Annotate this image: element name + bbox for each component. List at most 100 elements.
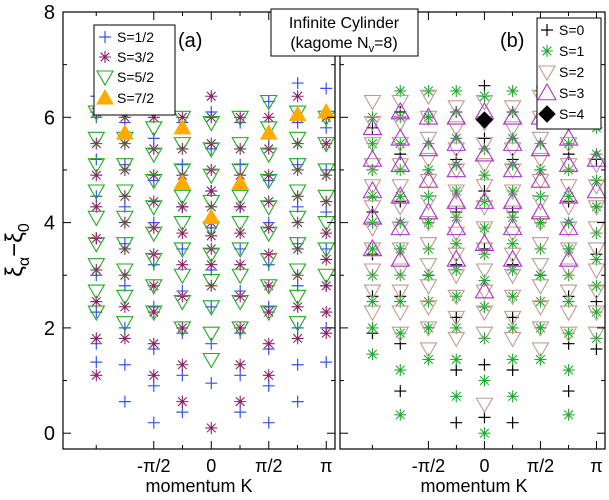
data-point-triangle-down [87, 158, 106, 174]
data-point-triangle-down [419, 89, 438, 106]
data-point-triangle-up [530, 170, 551, 188]
data-point-triangle-down [202, 168, 221, 185]
data-point-triangle-down [115, 289, 134, 306]
data-point-triangle-down [144, 200, 163, 216]
triangle-down-marker-icon [538, 65, 556, 82]
y-axis-label-xi: ξ [1, 266, 28, 277]
data-point-triangle-up-filled [202, 208, 221, 224]
data-point-triangle-down [419, 279, 438, 295]
data-point-triangle-down [144, 305, 163, 322]
data-point-triangle-down [559, 242, 578, 259]
data-point-star [422, 111, 435, 124]
panel-a: 0 2 4 6 8 -π/2 0 π/2 π (a) momentum K S=1/2 S=3… [44, 2, 336, 496]
data-point-triangle-down [391, 200, 410, 216]
data-point-star [90, 232, 103, 245]
data-point-plus [147, 132, 160, 145]
data-point-triangle-down [231, 268, 250, 285]
data-point-star [478, 374, 491, 387]
data-point-star [506, 321, 519, 334]
data-point-star [366, 111, 379, 124]
data-point-star [291, 216, 304, 229]
data-point-star [147, 169, 160, 182]
data-point-plus [176, 158, 189, 171]
data-point-star [506, 263, 519, 276]
data-point-plus [147, 258, 160, 271]
data-point-triangle-up [586, 149, 607, 167]
data-point-star [205, 163, 218, 176]
data-point-star [478, 300, 491, 313]
data-point-star [176, 111, 189, 124]
data-point-star [262, 142, 275, 155]
x-tick-label: π [320, 456, 332, 476]
data-point-diamond-filled [475, 111, 494, 129]
data-point-star [506, 158, 519, 171]
legend-b-entry-0: S=0 [541, 22, 585, 38]
data-point-triangle-up-filled [317, 103, 336, 119]
data-point-star [118, 111, 131, 124]
data-point-plus [320, 356, 333, 369]
data-point-star [234, 290, 247, 303]
data-point-star [478, 332, 491, 345]
data-point-star [176, 358, 189, 371]
data-point-star [506, 132, 519, 145]
data-point-plus [291, 77, 304, 90]
data-point-plus [118, 395, 131, 408]
data-point-triangle-up [446, 217, 467, 236]
data-point-triangle-down [115, 158, 134, 174]
data-point-star [176, 395, 189, 408]
data-point-star [450, 106, 463, 119]
data-point-star [450, 263, 463, 276]
legend-a-entry-2: S=5/2 [96, 69, 154, 87]
triangle-down-marker-icon [96, 70, 114, 87]
data-point-star [90, 263, 103, 276]
legend-b-entry-4: S=4 [538, 105, 585, 123]
data-point-triangle-down [231, 321, 250, 338]
data-point-triangle-up [530, 138, 551, 157]
data-point-star [118, 269, 131, 282]
legend-panel-b: S=0 S=1 S=2 S=3 S=4 [536, 17, 602, 130]
data-point-star [118, 216, 131, 229]
data-point-triangle-down [475, 263, 494, 280]
data-point-star [291, 300, 304, 313]
data-point-star [450, 211, 463, 224]
data-point-star [478, 195, 491, 208]
legend-a-label-2: S=5/2 [117, 69, 154, 85]
data-point-plus [234, 406, 247, 419]
data-point-star [394, 364, 407, 377]
data-point-triangle-down [259, 279, 278, 295]
data-point-star [205, 258, 218, 271]
data-point-star [450, 84, 463, 97]
data-point-plus [478, 411, 491, 424]
data-point-triangle-down [144, 173, 163, 190]
data-point-triangle-down [447, 121, 466, 137]
data-point-star [534, 353, 547, 366]
data-point-triangle-down [202, 116, 221, 132]
legend-a-label-0: S=1/2 [117, 29, 154, 45]
x-tick-label: -π/2 [137, 456, 170, 476]
data-point-triangle-down [391, 305, 410, 322]
data-point-triangle-down [559, 221, 578, 237]
diamond-filled-marker-icon [538, 105, 556, 123]
data-point-star [450, 185, 463, 198]
star-marker-icon [541, 45, 553, 57]
data-point-star [590, 227, 603, 240]
figure-title-line2-sub: v [369, 43, 375, 55]
data-point-triangle-down [202, 352, 221, 369]
data-point-star [562, 364, 575, 377]
data-point-star [422, 216, 435, 229]
data-point-star [534, 216, 547, 229]
data-point-triangle-down [419, 216, 438, 232]
data-point-star [262, 337, 275, 350]
data-point-triangle-down [391, 158, 410, 174]
legend-a-entry-0: S=1/2 [99, 29, 154, 45]
data-point-triangle-down [202, 142, 221, 159]
data-point-triangle-up [418, 138, 439, 157]
data-point-star [262, 248, 275, 261]
data-point-triangle-down [587, 263, 606, 280]
data-point-triangle-down [363, 242, 382, 259]
data-point-triangle-down [447, 205, 466, 222]
data-point-triangle-down [419, 258, 438, 274]
data-point-star [147, 369, 160, 382]
legend-a-entry-3: S=7/2 [96, 88, 154, 106]
